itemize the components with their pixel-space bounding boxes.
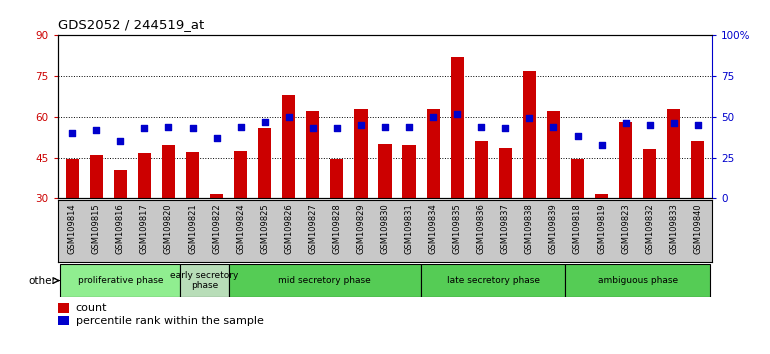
Text: ambiguous phase: ambiguous phase bbox=[598, 276, 678, 285]
Bar bbox=[565, 264, 710, 297]
Text: mid secretory phase: mid secretory phase bbox=[279, 276, 371, 285]
Text: GSM109831: GSM109831 bbox=[404, 203, 413, 254]
Bar bbox=[378, 144, 392, 198]
Bar bbox=[403, 145, 416, 198]
Bar bbox=[229, 264, 421, 297]
Bar bbox=[282, 95, 296, 198]
Bar bbox=[619, 122, 632, 198]
Bar bbox=[210, 194, 223, 198]
Text: GSM109814: GSM109814 bbox=[68, 203, 77, 254]
Text: GSM109839: GSM109839 bbox=[549, 203, 558, 254]
Text: GSM109833: GSM109833 bbox=[669, 203, 678, 254]
Text: count: count bbox=[75, 303, 107, 313]
Point bbox=[330, 125, 343, 131]
Bar bbox=[595, 194, 608, 198]
Bar bbox=[306, 112, 320, 198]
Bar bbox=[691, 141, 705, 198]
Point bbox=[619, 120, 631, 126]
Text: GDS2052 / 244519_at: GDS2052 / 244519_at bbox=[58, 18, 204, 32]
Bar bbox=[523, 71, 536, 198]
Text: GSM109829: GSM109829 bbox=[357, 203, 366, 254]
Point bbox=[427, 114, 439, 120]
Text: GSM109840: GSM109840 bbox=[693, 203, 702, 254]
Point bbox=[66, 130, 79, 136]
Bar bbox=[138, 154, 151, 198]
Point bbox=[306, 125, 319, 131]
Bar bbox=[258, 128, 271, 198]
Point bbox=[644, 122, 656, 128]
Bar bbox=[421, 264, 565, 297]
Text: GSM109823: GSM109823 bbox=[621, 203, 630, 254]
Point bbox=[571, 133, 584, 139]
Bar bbox=[499, 148, 512, 198]
Bar bbox=[114, 170, 127, 198]
Text: GSM109822: GSM109822 bbox=[212, 203, 221, 254]
Bar bbox=[58, 316, 69, 325]
Point bbox=[259, 119, 271, 125]
Text: early secretory
phase: early secretory phase bbox=[170, 271, 239, 290]
Bar bbox=[571, 159, 584, 198]
Bar bbox=[58, 303, 69, 313]
Point bbox=[524, 116, 536, 121]
Bar bbox=[65, 159, 79, 198]
Text: GSM109828: GSM109828 bbox=[333, 203, 341, 254]
Point bbox=[595, 142, 608, 147]
Bar bbox=[330, 159, 343, 198]
Bar bbox=[60, 264, 180, 297]
Bar bbox=[354, 109, 367, 198]
Point bbox=[691, 122, 704, 128]
Text: late secretory phase: late secretory phase bbox=[447, 276, 540, 285]
Text: other: other bbox=[28, 275, 56, 286]
Text: GSM109820: GSM109820 bbox=[164, 203, 173, 254]
Text: GSM109830: GSM109830 bbox=[380, 203, 390, 254]
Text: GSM109826: GSM109826 bbox=[284, 203, 293, 254]
Text: GSM109818: GSM109818 bbox=[573, 203, 582, 254]
Text: GSM109821: GSM109821 bbox=[188, 203, 197, 254]
Text: GSM109836: GSM109836 bbox=[477, 203, 486, 254]
Bar bbox=[234, 151, 247, 198]
Point bbox=[210, 135, 223, 141]
Bar bbox=[89, 155, 103, 198]
Bar bbox=[547, 112, 560, 198]
Text: GSM109837: GSM109837 bbox=[500, 203, 510, 254]
Point bbox=[668, 120, 680, 126]
Text: GSM109815: GSM109815 bbox=[92, 203, 101, 254]
Bar bbox=[186, 152, 199, 198]
Text: GSM109834: GSM109834 bbox=[429, 203, 437, 254]
Text: GSM109825: GSM109825 bbox=[260, 203, 269, 254]
Text: GSM109819: GSM109819 bbox=[597, 203, 606, 254]
Text: percentile rank within the sample: percentile rank within the sample bbox=[75, 316, 263, 326]
Bar bbox=[643, 149, 656, 198]
Point bbox=[90, 127, 102, 133]
Point bbox=[186, 125, 199, 131]
Bar bbox=[180, 264, 229, 297]
Point bbox=[234, 124, 246, 130]
Text: proliferative phase: proliferative phase bbox=[78, 276, 163, 285]
Point bbox=[139, 125, 151, 131]
Text: GSM109827: GSM109827 bbox=[308, 203, 317, 254]
Bar bbox=[450, 57, 464, 198]
Bar bbox=[667, 109, 681, 198]
Point bbox=[547, 124, 560, 130]
Point bbox=[451, 111, 464, 116]
Bar bbox=[162, 145, 175, 198]
Text: GSM109824: GSM109824 bbox=[236, 203, 245, 254]
Point bbox=[379, 124, 391, 130]
Point bbox=[499, 125, 511, 131]
Point bbox=[114, 138, 126, 144]
Point bbox=[283, 114, 295, 120]
Point bbox=[475, 124, 487, 130]
Point bbox=[403, 124, 415, 130]
Text: GSM109832: GSM109832 bbox=[645, 203, 654, 254]
Bar bbox=[474, 141, 488, 198]
Point bbox=[162, 124, 175, 130]
Text: GSM109817: GSM109817 bbox=[140, 203, 149, 254]
Text: GSM109838: GSM109838 bbox=[525, 203, 534, 254]
Point bbox=[355, 122, 367, 128]
Text: GSM109816: GSM109816 bbox=[116, 203, 125, 254]
Text: GSM109835: GSM109835 bbox=[453, 203, 462, 254]
Bar bbox=[427, 109, 440, 198]
